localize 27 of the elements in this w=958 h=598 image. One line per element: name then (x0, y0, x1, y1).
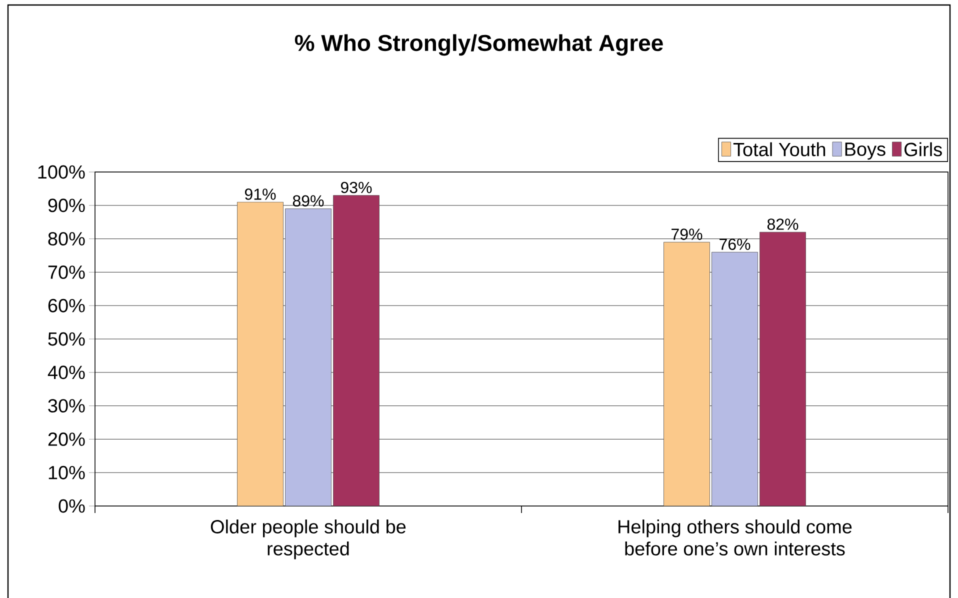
data-label: 91% (244, 188, 276, 200)
bar (333, 195, 380, 506)
bar (712, 252, 758, 506)
y-tick-label: 30% (48, 399, 85, 413)
x-tick-label: Older people should be respected (210, 520, 406, 560)
y-tick-label: 80% (48, 232, 85, 246)
y-tick-label: 10% (48, 466, 85, 480)
x-tick-label: Helping others should come before one’s own interests (618, 520, 852, 556)
data-label: 89% (292, 195, 324, 207)
chart-title: % Who Strongly/Somewhat Agree (294, 34, 663, 56)
y-tick-label: 100% (38, 165, 85, 179)
y-tick-label: 0% (58, 499, 85, 513)
data-label: 93% (340, 182, 372, 194)
y-tick-label: 50% (48, 332, 85, 346)
data-label: 79% (672, 228, 702, 240)
legend-label: Girls (904, 142, 942, 156)
legend-label: Boys (845, 142, 886, 160)
bar (760, 232, 806, 506)
data-label: 76% (720, 238, 750, 250)
data-label: 82% (767, 218, 798, 230)
y-tick-label: 60% (48, 298, 85, 312)
legend-label: Total Youth (733, 142, 826, 156)
y-tick-label: 70% (48, 265, 85, 279)
bar (285, 208, 332, 506)
y-tick-label: 90% (48, 198, 85, 212)
y-tick-label: 40% (48, 366, 85, 380)
y-tick-label: 20% (48, 432, 85, 446)
